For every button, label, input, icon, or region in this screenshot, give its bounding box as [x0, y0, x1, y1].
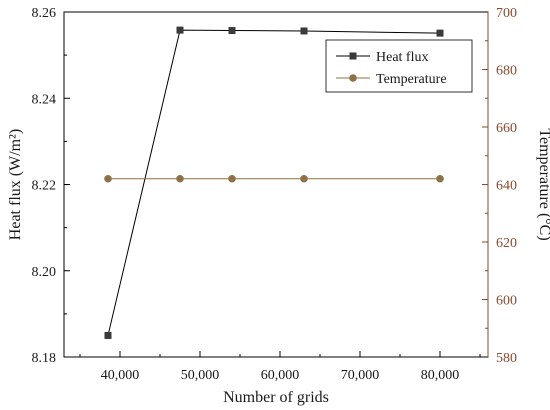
legend: Heat flux Temperature	[325, 39, 473, 93]
right-tick-label: 580	[496, 351, 517, 366]
x-tick-label: 80,000	[421, 368, 460, 383]
left-tick-label: 8.20	[32, 265, 57, 280]
series-temperature	[104, 174, 444, 183]
legend-marker	[349, 74, 357, 82]
left-tick-label: 8.18	[32, 351, 57, 366]
legend-label: Heat flux	[376, 50, 428, 65]
x-axis-ticks: 40,000 50,000 60,000 70,000 80,000	[79, 351, 481, 383]
series-heat-flux	[104, 26, 444, 339]
x-axis-title: Number of grids	[223, 389, 329, 406]
y-axis-left-title: Heat flux (W/m²)	[7, 129, 24, 240]
series-layer	[104, 26, 444, 339]
legend-item: Temperature	[336, 72, 447, 87]
data-point	[176, 174, 184, 183]
data-point	[176, 26, 184, 34]
legend-box	[325, 39, 473, 93]
right-tick-label: 640	[496, 179, 517, 194]
data-point	[228, 174, 236, 183]
right-axis-ticks: 580 600 620 640 660 680 700	[482, 6, 517, 366]
data-point	[104, 331, 112, 339]
right-tick-label: 600	[496, 294, 517, 309]
data-point	[228, 27, 236, 35]
data-point	[436, 174, 444, 183]
data-point	[436, 29, 444, 37]
y-axis-right-title: Temperature (°C)	[536, 128, 550, 240]
right-tick-label: 680	[496, 64, 517, 79]
data-point	[300, 27, 308, 35]
x-tick-label: 50,000	[181, 368, 220, 383]
left-tick-label: 8.26	[32, 6, 57, 21]
x-tick-label: 40,000	[101, 368, 140, 383]
left-axis-ticks: 8.18 8.20 8.22 8.24 8.26	[32, 6, 70, 366]
left-tick-label: 8.22	[32, 179, 57, 194]
right-tick-label: 620	[496, 236, 517, 251]
data-point	[104, 174, 112, 183]
right-tick-label: 700	[496, 6, 517, 21]
x-tick-label: 70,000	[341, 368, 380, 383]
left-tick-label: 8.24	[32, 92, 57, 107]
legend-label: Temperature	[376, 72, 447, 87]
data-point	[300, 174, 308, 183]
right-tick-label: 660	[496, 121, 517, 136]
legend-item: Heat flux	[336, 50, 428, 65]
legend-marker	[349, 52, 357, 60]
x-tick-label: 60,000	[261, 368, 300, 383]
